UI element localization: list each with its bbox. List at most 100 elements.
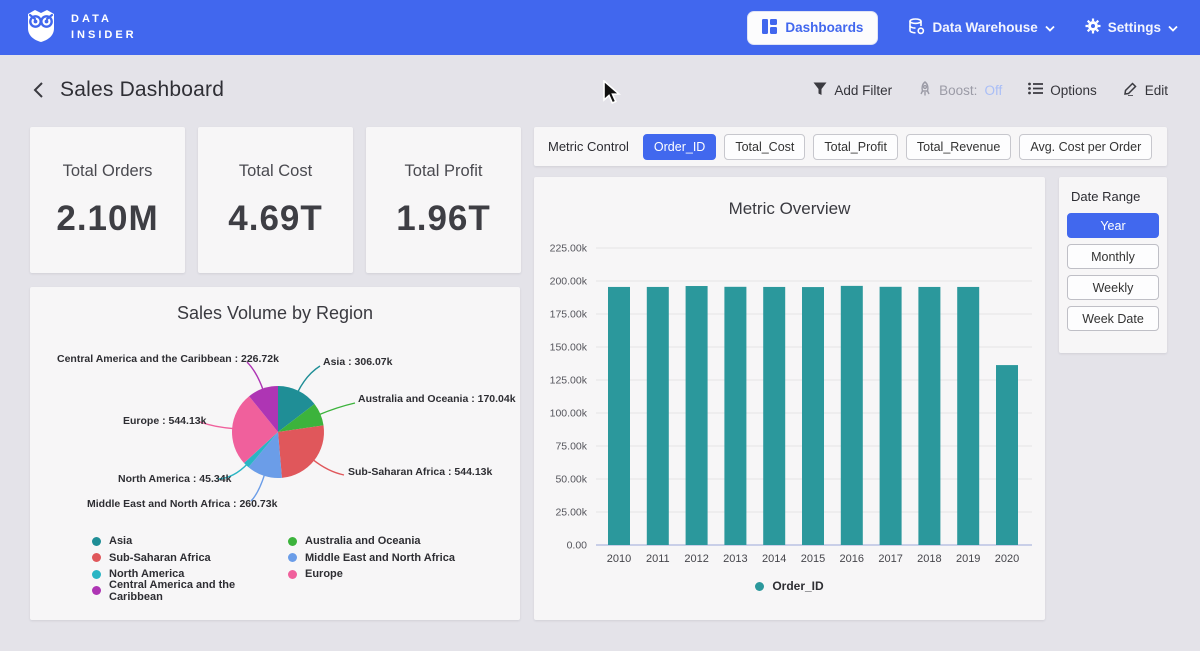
pie-leader-line bbox=[251, 474, 265, 501]
brand-logo[interactable]: DATA INSIDER bbox=[22, 6, 137, 49]
back-chevron-icon bbox=[32, 81, 44, 99]
date-option-year[interactable]: Year bbox=[1067, 213, 1159, 238]
edit-button[interactable]: Edit bbox=[1123, 81, 1168, 99]
bar-chart: 0.0025.00k50.00k75.00k100.00k125.00k150.… bbox=[534, 237, 1045, 577]
back-button[interactable] bbox=[32, 81, 44, 99]
legend-dot bbox=[92, 537, 101, 546]
y-tick-label: 200.00k bbox=[550, 276, 588, 288]
legend-item-asia[interactable]: Asia bbox=[92, 533, 288, 550]
database-icon bbox=[908, 18, 925, 38]
nav-data-warehouse[interactable]: Data Warehouse bbox=[908, 18, 1054, 38]
header-actions: Add Filter Boost: Off bbox=[813, 81, 1168, 100]
pie-legend: Asia Australia and Oceania Sub-Saharan A… bbox=[92, 533, 492, 599]
y-tick-label: 25.00k bbox=[555, 507, 587, 519]
pie-label-central-america-and-the-caribbean: Central America and the Caribbean : 226.… bbox=[57, 353, 279, 365]
bar-2018[interactable] bbox=[918, 287, 940, 545]
pie-leader-line bbox=[297, 366, 320, 393]
legend-dot bbox=[288, 537, 297, 546]
legend-item-europe[interactable]: Europe bbox=[288, 566, 492, 583]
pie-label-europe: Europe : 544.13k bbox=[123, 415, 206, 427]
x-tick-label: 2019 bbox=[956, 553, 980, 565]
bar-2012[interactable] bbox=[686, 286, 708, 545]
legend-item-central-america-and-the-caribbean[interactable]: Central America and the Caribbean bbox=[92, 583, 288, 600]
bar-2017[interactable] bbox=[880, 287, 902, 545]
nav-dashboards[interactable]: Dashboards bbox=[747, 11, 878, 45]
bar-2019[interactable] bbox=[957, 287, 979, 545]
legend-dot bbox=[288, 570, 297, 579]
y-tick-label: 100.00k bbox=[550, 408, 588, 420]
pie-slice-sub-saharan-africa[interactable] bbox=[278, 425, 324, 477]
page-header: Sales Dashboard Add Filter Boost: Off bbox=[0, 70, 1200, 110]
chevron-down-icon bbox=[1045, 20, 1055, 35]
x-tick-label: 2014 bbox=[762, 553, 786, 565]
legend-dot bbox=[92, 553, 101, 562]
kpi-value: 1.96T bbox=[396, 199, 491, 239]
date-range-label: Date Range bbox=[1071, 189, 1159, 204]
legend-dot bbox=[92, 586, 101, 595]
options-button[interactable]: Options bbox=[1028, 82, 1097, 98]
nav-settings-label: Settings bbox=[1108, 20, 1161, 35]
legend-item-sub-saharan-africa[interactable]: Sub-Saharan Africa bbox=[92, 550, 288, 567]
legend-item-middle-east-and-north-africa[interactable]: Middle East and North Africa bbox=[288, 550, 492, 567]
bar-2015[interactable] bbox=[802, 287, 824, 545]
dashboard-screen: DATA INSIDER Dashboards bbox=[0, 0, 1200, 651]
kpi-label: Total Orders bbox=[63, 162, 153, 181]
bar-2011[interactable] bbox=[647, 287, 669, 545]
nav-dashboards-label: Dashboards bbox=[785, 20, 863, 35]
filter-icon bbox=[813, 82, 827, 99]
date-option-monthly[interactable]: Monthly bbox=[1067, 244, 1159, 269]
x-tick-label: 2018 bbox=[917, 553, 941, 565]
pie-label-asia: Asia : 306.07k bbox=[323, 356, 392, 368]
bar-2020[interactable] bbox=[996, 365, 1018, 545]
date-option-week-date[interactable]: Week Date bbox=[1067, 306, 1159, 331]
bar-2014[interactable] bbox=[763, 287, 785, 545]
legend-dot bbox=[288, 553, 297, 562]
pencil-icon bbox=[1123, 81, 1138, 99]
y-tick-label: 50.00k bbox=[555, 474, 587, 486]
boost-label: Boost: bbox=[939, 83, 977, 98]
page-title: Sales Dashboard bbox=[60, 78, 224, 102]
kpi-value: 4.69T bbox=[228, 199, 323, 239]
kpi-value: 2.10M bbox=[56, 199, 158, 239]
kpi-card-total-orders: Total Orders 2.10M bbox=[30, 127, 185, 273]
bar-2010[interactable] bbox=[608, 287, 630, 545]
metric-option-avg-cost-per-order[interactable]: Avg. Cost per Order bbox=[1019, 134, 1152, 160]
legend-dot bbox=[92, 570, 101, 579]
x-tick-label: 2020 bbox=[995, 553, 1019, 565]
boost-toggle[interactable]: Boost: Off bbox=[918, 81, 1002, 100]
date-range-card: Date Range Year Monthly Weekly Week Date bbox=[1059, 177, 1167, 353]
metric-options: Order_ID Total_Cost Total_Profit Total_Reve… bbox=[643, 134, 1152, 160]
add-filter-button[interactable]: Add Filter bbox=[813, 82, 892, 99]
metric-control-card: Metric Control Order_IDTotal_CostTotal_P… bbox=[534, 127, 1167, 166]
date-option-weekly[interactable]: Weekly bbox=[1067, 275, 1159, 300]
bar-chart-title: Metric Overview bbox=[534, 177, 1045, 219]
bar-2013[interactable] bbox=[724, 287, 746, 545]
bar-2016[interactable] bbox=[841, 286, 863, 545]
pie-chart-card: Sales Volume by Region Asia : 306.07kAus… bbox=[30, 287, 520, 620]
top-nav: DATA INSIDER Dashboards bbox=[0, 0, 1200, 55]
metric-option-total-profit[interactable]: Total_Profit bbox=[813, 134, 898, 160]
bar-chart-legend: Order_ID bbox=[534, 579, 1045, 593]
x-tick-label: 2015 bbox=[801, 553, 825, 565]
x-tick-label: 2010 bbox=[607, 553, 631, 565]
pie-label-middle-east-and-north-africa: Middle East and North Africa : 260.73k bbox=[87, 498, 277, 510]
pie-label-sub-saharan-africa: Sub-Saharan Africa : 544.13k bbox=[348, 466, 492, 478]
pie-leader-line bbox=[312, 459, 344, 475]
nav-settings[interactable]: Settings bbox=[1085, 18, 1178, 37]
metric-option-total-cost[interactable]: Total_Cost bbox=[724, 134, 805, 160]
legend-item-australia-and-oceania[interactable]: Australia and Oceania bbox=[288, 533, 492, 550]
metric-option-total-revenue[interactable]: Total_Revenue bbox=[906, 134, 1011, 160]
pie-label-australia-and-oceania: Australia and Oceania : 170.04k bbox=[358, 393, 516, 405]
owl-logo-icon bbox=[22, 6, 60, 49]
nav-data-warehouse-label: Data Warehouse bbox=[932, 20, 1037, 35]
pie-leader-line bbox=[247, 362, 263, 391]
rocket-icon bbox=[918, 81, 932, 100]
metric-option-order-id[interactable]: Order_ID bbox=[643, 134, 716, 160]
brand-name: DATA INSIDER bbox=[71, 12, 137, 44]
chevron-down-icon bbox=[1168, 20, 1178, 35]
y-tick-label: 225.00k bbox=[550, 243, 588, 255]
pie-leader-line bbox=[319, 403, 355, 415]
boost-value: Off bbox=[984, 83, 1002, 98]
x-tick-label: 2011 bbox=[646, 553, 670, 565]
dashboard-grid-icon bbox=[762, 19, 777, 37]
